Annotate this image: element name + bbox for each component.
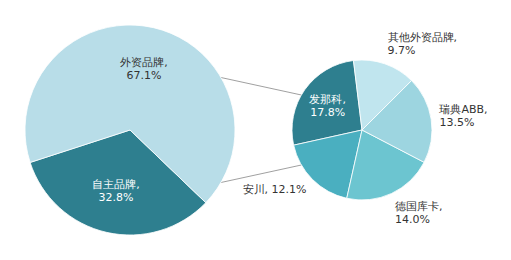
- data-label-line: 67.1%: [127, 69, 162, 82]
- slices: [292, 60, 432, 200]
- connector-line: [221, 165, 301, 183]
- pie: 自主品牌,32.8% 外资品牌,67.1%: [25, 25, 235, 235]
- data-label-line: 9.7%: [388, 44, 416, 57]
- chart: 自主品牌,32.8% 外资品牌,67.1% 发那科,17.8% 安川, 12.1% 德国…: [0, 0, 511, 260]
- data-labels: 自主品牌,32.8% 外资品牌,67.1%: [92, 56, 168, 205]
- data-label-line: 32.8%: [98, 191, 133, 204]
- data-label: 发那科,17.8%: [309, 93, 346, 119]
- pie-slice: [25, 25, 235, 203]
- data-label-line: 外资品牌,: [120, 56, 168, 69]
- pie: 发那科,17.8% 安川, 12.1% 德国库卡,14.0% 瑞典ABB,13.5% 其…: [243, 31, 488, 226]
- data-label-line: 安川, 12.1%: [243, 183, 307, 196]
- data-label-line: 瑞典ABB,: [439, 103, 487, 116]
- data-label-line: 发那科,: [309, 93, 346, 106]
- data-label: 安川, 12.1%: [243, 183, 307, 196]
- slices: [25, 25, 235, 235]
- data-label: 其他外资品牌,9.7%: [388, 31, 458, 57]
- connector-line: [221, 78, 301, 96]
- data-label: 自主品牌,32.8%: [92, 178, 140, 204]
- data-label-line: 德国库卡,: [395, 200, 443, 213]
- data-label-line: 自主品牌,: [92, 178, 140, 191]
- data-label-line: 其他外资品牌,: [388, 31, 458, 44]
- data-label: 外资品牌,67.1%: [120, 56, 168, 82]
- data-label-line: 14.0%: [395, 213, 430, 226]
- data-label-line: 13.5%: [439, 116, 474, 129]
- data-labels: 发那科,17.8% 安川, 12.1% 德国库卡,14.0% 瑞典ABB,13.5% 其…: [243, 31, 488, 226]
- pie-slice: [353, 60, 411, 130]
- data-label: 瑞典ABB,13.5%: [439, 103, 487, 129]
- data-label-line: 17.8%: [310, 106, 345, 119]
- data-label: 德国库卡,14.0%: [395, 200, 443, 226]
